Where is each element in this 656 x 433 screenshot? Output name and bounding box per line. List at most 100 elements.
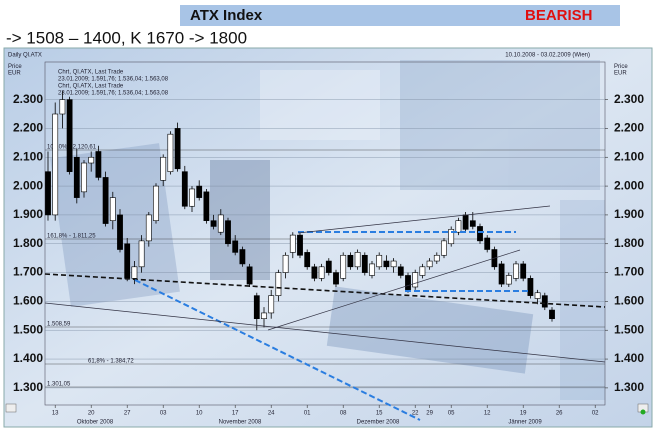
candle-body [45, 171, 51, 216]
candle-body [275, 272, 282, 296]
candle-body [66, 99, 73, 172]
candle-body [383, 260, 390, 268]
candle-body [448, 229, 455, 245]
candle-body [109, 197, 116, 221]
header-title: ATX Index [190, 7, 263, 24]
candle-body [433, 254, 440, 262]
candle-body [318, 266, 325, 279]
candle-body [297, 234, 303, 256]
candle-body [361, 254, 368, 273]
candle-body [505, 275, 512, 285]
y-tick-label-right: 2.100 [614, 149, 644, 163]
candle-body [369, 263, 375, 276]
x-tick-label: 19 [520, 411, 527, 417]
corner-box [5, 403, 17, 413]
candle-body [196, 185, 203, 198]
candle-body [181, 171, 188, 207]
axis-unit: Price EUR [8, 64, 22, 77]
candle-body [268, 295, 275, 314]
month-label: Oktober 2008 [77, 420, 114, 426]
candle-body [376, 254, 383, 268]
y-tick-label: 2.200 [13, 121, 43, 135]
candle-body [189, 188, 195, 207]
x-tick-label: 03 [160, 411, 167, 417]
y-tick-label: 2.100 [13, 149, 43, 163]
x-tick-label: 13 [52, 411, 59, 417]
fib-lines [45, 149, 605, 388]
subtitle: -> 1508 – 1400, K 1670 -> 1800 [6, 28, 247, 47]
candle-body [95, 151, 102, 178]
candle-body [174, 128, 181, 170]
candle-body [455, 220, 462, 233]
y-tick-label: 2.300 [13, 92, 43, 106]
date-range: 10.10.2008 - 03.02.2009 (Wien) [505, 53, 590, 59]
candle-body [217, 214, 224, 233]
legend-line: Chrt, Ql.ATX, Last Trade [58, 70, 124, 76]
y-tick-label-right: 1.300 [614, 380, 644, 394]
candle-body [289, 234, 296, 253]
y-tick-label-right: 1.700 [614, 265, 644, 279]
candle-body [73, 156, 80, 198]
candle-body [354, 252, 361, 268]
x-tick-label: 15 [376, 411, 383, 417]
y-tick-label-right: 2.200 [614, 121, 644, 135]
candle-body [333, 272, 339, 285]
candle-body [462, 214, 469, 230]
candle-body [153, 185, 159, 221]
y-tick-label-right: 1.900 [614, 207, 644, 221]
candle-body [138, 240, 145, 268]
axis-unit-right: Price EUR [614, 64, 628, 77]
candle-body [59, 99, 66, 115]
legend-line: Chrt, Ql.ATX, Last Trade [58, 84, 124, 90]
annotation: 61,8% - 1.384,72 [88, 359, 134, 365]
header-signal: BEARISH [525, 7, 593, 24]
candle-body [513, 263, 519, 279]
x-tick-label: 29 [426, 411, 433, 417]
candle-body [520, 263, 527, 279]
x-tick-label: 10 [196, 411, 203, 417]
y-tick-label: 1.500 [13, 322, 43, 336]
candle-body [232, 240, 239, 253]
candle-body [347, 254, 354, 268]
x-tick-label: 02 [592, 411, 599, 417]
trend-line [44, 302, 606, 363]
trend-line [44, 273, 606, 308]
candle-body [210, 220, 217, 227]
candle-body [469, 220, 476, 227]
x-tick-label: 08 [340, 411, 347, 417]
candle-body [239, 249, 246, 265]
annotation: 1.301,05 [47, 382, 71, 388]
candle-body [246, 266, 253, 285]
y-tick-label: 1.700 [13, 265, 43, 279]
candle-body [167, 133, 174, 172]
y-tick-label-right: 1.800 [614, 236, 644, 250]
candle-body [52, 113, 59, 216]
candle-body [426, 260, 433, 268]
candle-body [225, 220, 231, 245]
x-tick-label: 05 [448, 411, 455, 417]
candles [45, 90, 555, 331]
annotation: 1.508,59 [47, 322, 71, 328]
y-tick-label-right: 1.400 [614, 351, 644, 365]
x-tick-label: 20 [88, 411, 95, 417]
month-label: Dezember 2008 [357, 420, 400, 426]
legend-line: 23.01.2009; 1.591,76; 1.536,04; 1.563,08 [58, 77, 169, 83]
candle-body [397, 266, 404, 276]
y-tick-label-right: 2.300 [614, 92, 644, 106]
x-tick-label: 27 [124, 411, 131, 417]
y-tick-label: 1.600 [13, 294, 43, 308]
grid [45, 99, 605, 389]
axes: 1.300 1.300 1.400 1.400 1.500 1.500 1.600 1.600… [13, 92, 644, 426]
candle-body [203, 191, 210, 221]
month-label: November 2008 [219, 420, 262, 426]
x-tick-label: 01 [304, 411, 311, 417]
x-tick-label: 12 [484, 411, 491, 417]
candle-body [131, 266, 138, 279]
annotation: 161,8% - 1.811,25 [47, 234, 96, 240]
trend-lines [44, 205, 606, 421]
candle-body [253, 295, 260, 320]
candle-body [81, 162, 87, 193]
candle-body [534, 292, 541, 299]
